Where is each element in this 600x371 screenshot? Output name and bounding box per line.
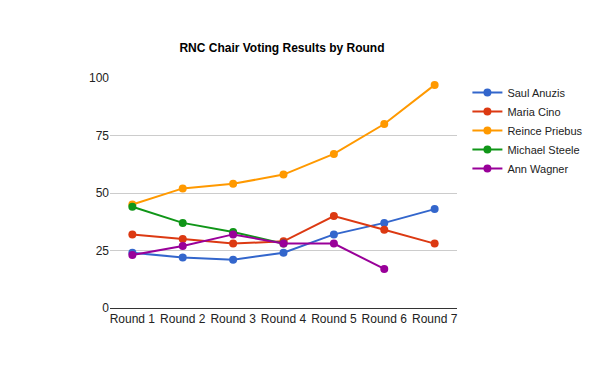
svg-text:Round 4: Round 4 <box>261 312 307 326</box>
svg-text:Ann Wagner: Ann Wagner <box>507 163 568 175</box>
svg-text:Reince Priebus: Reince Priebus <box>507 125 582 137</box>
svg-text:Round 1: Round 1 <box>110 312 156 326</box>
svg-text:50: 50 <box>96 186 110 200</box>
svg-text:Round 2: Round 2 <box>160 312 206 326</box>
svg-text:Round 7: Round 7 <box>412 312 458 326</box>
svg-text:75: 75 <box>96 129 110 143</box>
svg-text:Round 3: Round 3 <box>210 312 256 326</box>
svg-text:RNC Chair Voting Results by Ro: RNC Chair Voting Results by Round <box>179 41 384 55</box>
svg-text:Round 5: Round 5 <box>311 312 357 326</box>
svg-text:Michael Steele: Michael Steele <box>507 144 579 156</box>
svg-text:25: 25 <box>96 244 110 258</box>
svg-text:Saul Anuzis: Saul Anuzis <box>507 87 565 99</box>
svg-text:Round 6: Round 6 <box>362 312 408 326</box>
svg-text:100: 100 <box>89 71 109 85</box>
svg-text:0: 0 <box>102 301 109 315</box>
svg-text:Maria Cino: Maria Cino <box>507 106 560 118</box>
